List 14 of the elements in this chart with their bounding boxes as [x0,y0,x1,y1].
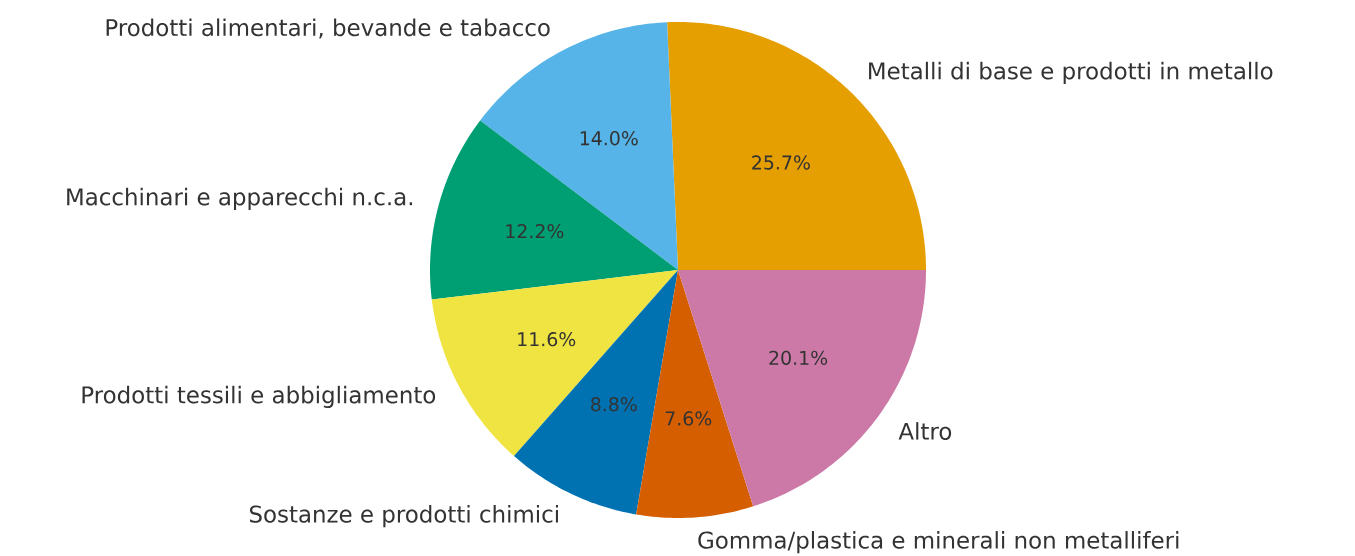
data-label: 25.7% [752,155,810,170]
slice-label: Gomma/plastica e minerali non metalliferi [698,531,1179,554]
slice-label: Sostanze e prodotti chimici [249,505,558,528]
data-label: 11.6% [518,332,576,347]
data-label: 8.8% [591,397,637,412]
slice-label: Metalli di base e prodotti in metallo [869,61,1273,84]
data-label: 12.2% [506,224,564,239]
slice-label: Prodotti alimentari, bevande e tabacco [106,18,550,39]
slice-label: Altro [898,422,952,440]
data-label: 7.6% [665,411,712,426]
slice-label: Macchinari e apparecchi n.c.a. [67,187,413,210]
slice-label: Prodotti tessili e abbigliamento [82,385,436,408]
data-label: 14.0% [580,131,638,146]
data-label: 20.1% [769,350,828,365]
